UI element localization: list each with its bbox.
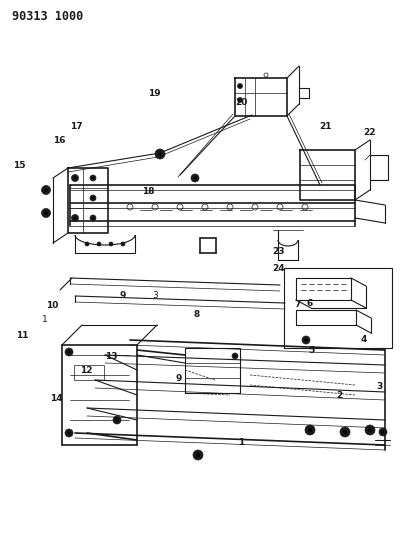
Circle shape [364,425,374,435]
Text: 15: 15 [13,161,26,169]
Circle shape [91,177,94,179]
Circle shape [307,428,311,432]
Circle shape [381,431,384,434]
Text: 24: 24 [271,264,284,273]
Circle shape [304,425,314,435]
Circle shape [190,174,198,182]
Text: 16: 16 [53,136,66,144]
Circle shape [122,243,124,245]
Circle shape [239,99,241,101]
Text: 7: 7 [294,301,300,309]
Circle shape [98,243,99,245]
Circle shape [97,242,101,246]
Circle shape [85,242,89,246]
Circle shape [90,215,96,221]
Circle shape [109,242,113,246]
Text: 1: 1 [237,438,244,447]
Text: 14: 14 [50,394,63,403]
Text: 8: 8 [193,310,200,319]
Circle shape [301,336,309,344]
Circle shape [73,216,76,220]
Circle shape [91,217,94,219]
Circle shape [41,208,51,217]
Text: 2: 2 [336,391,342,400]
Text: 13: 13 [105,352,118,360]
Circle shape [115,418,118,422]
Circle shape [155,149,164,159]
Circle shape [44,188,48,192]
Circle shape [237,98,242,102]
Circle shape [73,176,76,180]
Circle shape [158,152,162,156]
Text: 19: 19 [148,89,161,98]
Circle shape [71,214,78,222]
Text: 90313 1000: 90313 1000 [12,10,83,23]
Circle shape [86,243,87,245]
Circle shape [90,195,96,201]
Text: 3: 3 [152,292,157,300]
Circle shape [237,84,242,88]
Circle shape [233,355,236,357]
Circle shape [90,175,96,181]
Text: 9: 9 [175,374,182,383]
Text: 20: 20 [235,99,247,107]
Text: 4: 4 [360,335,366,344]
Text: 21: 21 [318,122,331,131]
Circle shape [304,338,307,342]
Bar [74,365,104,380]
Text: 11: 11 [16,332,28,340]
Bar [283,268,391,348]
Circle shape [121,242,125,246]
Circle shape [342,430,346,434]
Circle shape [65,429,73,437]
Circle shape [67,431,71,434]
Circle shape [196,453,200,457]
Circle shape [113,416,121,424]
Text: 17: 17 [70,123,83,131]
Circle shape [367,428,371,432]
Circle shape [110,243,111,245]
Circle shape [378,428,386,436]
Circle shape [239,85,241,87]
Text: 10: 10 [46,302,58,310]
Circle shape [231,353,237,359]
Circle shape [192,450,203,460]
Text: 3: 3 [376,382,382,391]
Text: 5: 5 [308,346,314,355]
Text: 9: 9 [119,292,126,300]
Text: 22: 22 [362,128,375,136]
Text: 18: 18 [141,188,154,196]
Text: 1: 1 [42,316,48,324]
Circle shape [339,427,349,437]
Text: 6: 6 [306,300,312,308]
Circle shape [71,174,78,182]
Text: 23: 23 [271,247,284,256]
Circle shape [193,176,196,180]
Circle shape [44,211,48,215]
Circle shape [65,348,73,356]
Text: 12: 12 [80,366,93,375]
Circle shape [41,185,51,195]
Circle shape [67,350,71,353]
Circle shape [91,197,94,199]
